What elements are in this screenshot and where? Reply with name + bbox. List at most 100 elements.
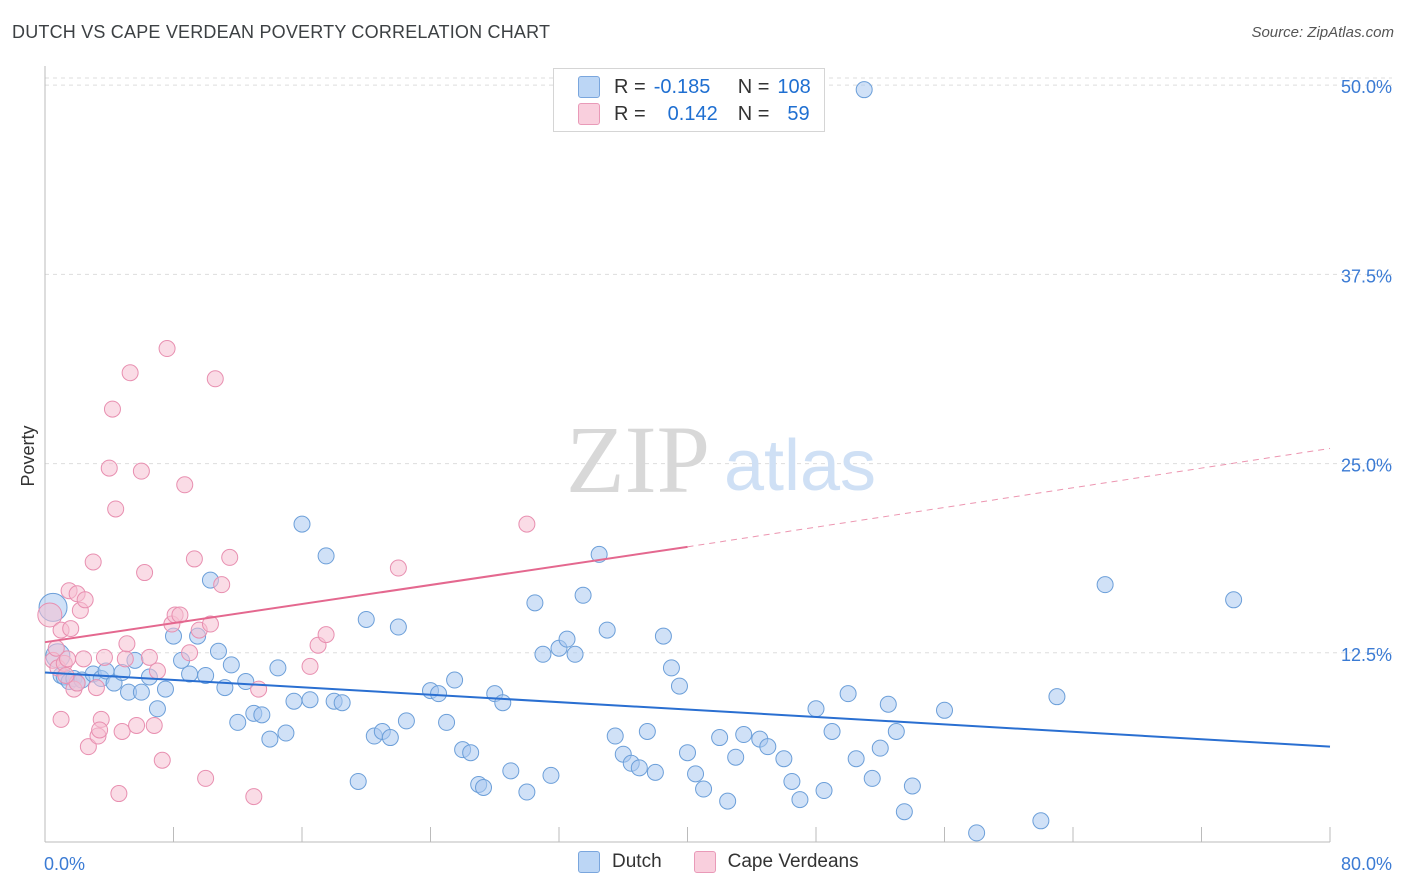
cape-verdean-point [87,679,105,697]
x-tick-label-min: 0.0% [44,854,85,874]
cape-verdean-point [136,564,154,582]
dutch-point [285,692,303,710]
tick-labels: 12.5% 25.0% 37.5% 50.0% 0.0% 80.0% [44,77,1392,874]
legend-swatch-cape-verdeans [578,103,600,125]
dutch-point [261,730,279,748]
cape-verdean-point [145,716,163,734]
legend-item-cape-verdeans[interactable]: Cape Verdeans [693,851,859,873]
trend-lines [44,447,1331,748]
dutch-point [148,700,166,718]
dutch-point [847,750,865,768]
legend-item-dutch[interactable]: Dutch [578,851,662,873]
dutch-point [679,744,696,762]
dutch-point [646,763,664,781]
cape-verdean-point [140,648,158,666]
dutch-point [317,547,335,565]
dutch-point [695,780,713,798]
legend-swatch-cape-verdeans [693,851,716,873]
dutch-point [775,750,793,768]
dutch-point [253,706,271,724]
cape-verdean-point [153,751,171,769]
legend-swatch-dutch [578,851,600,873]
legend-n-label: N = [737,75,770,98]
dutch-point [301,691,319,709]
dutch-point [711,729,729,747]
dutch-point [606,727,624,745]
dutch-trend-line [44,671,1331,748]
dutch-point [269,659,287,677]
dutch-point [229,713,247,731]
grid-lines [45,77,1392,654]
dutch-point [430,685,448,703]
cape-verdean-point [116,650,134,668]
dutch-point [438,713,456,731]
dutch-point [719,792,737,810]
axes [44,66,1331,843]
dutch-point [381,729,399,747]
cape-verdean-point [76,591,94,609]
cape-verdean-points [37,340,536,806]
dutch-point [156,680,174,698]
dutch-point [936,701,953,719]
cape-verdean-point [197,769,215,787]
dutch-point [132,683,150,701]
legend-label-cape-verdeans: Cape Verdeans [727,851,859,872]
dutch-point [687,765,705,783]
watermark-zip: ZIP [566,406,710,513]
cape-verdean-point [37,602,63,628]
dutch-point [494,694,512,712]
cape-verdean-point [201,615,219,633]
y-tick-label: 12.5% [1341,645,1392,665]
dutch-point [349,772,367,790]
dutch-point [654,627,672,645]
cape-verdean-point [317,626,335,644]
dutch-point [903,777,921,795]
dutch-point [502,762,520,780]
cape-verdean-point [206,370,224,388]
dutch-point [759,738,777,756]
cape-verdean-point [95,648,113,666]
cape-verdean-point [185,550,203,568]
dutch-point [518,783,536,801]
legend-r-label: R = [614,102,646,125]
cape-verdean-point [158,340,176,358]
dutch-point [871,739,889,757]
cape-verdean-point [301,657,319,675]
cape-verdean-point [103,400,121,418]
dutch-point [807,700,825,718]
cape-verdean-point [47,639,65,657]
dutch-point [462,744,480,762]
dutch-point [526,594,544,612]
dutch-point [783,772,801,790]
cape-verdean-point [52,710,70,728]
series-legend: Dutch Cape Verdeans [578,851,891,873]
source-label: Source: ZipAtlas.com [1251,24,1394,41]
cape-verdean-point [107,500,125,518]
legend-row-dutch: R = -0.185 N = 108 [578,74,811,100]
dutch-point [333,694,351,712]
dutch-point [968,824,986,842]
cape-verdean-point [245,788,263,806]
dutch-point [895,803,913,821]
correlation-legend: R = -0.185 N = 108 R = 0.142 N = 59 [553,68,825,132]
cape-verdean-point [213,576,231,594]
dutch-point [1096,576,1114,594]
cape-verdean-point [110,785,128,803]
legend-n-value-cape: 59 [787,102,810,125]
y-tick-label: 25.0% [1341,456,1392,476]
dutch-point [277,724,295,742]
cape-verdean-trend-extension [687,447,1331,548]
cape-verdean-point [121,364,139,382]
dutch-point [574,586,592,604]
cape-verdean-point [118,635,136,653]
cape-verdean-point [389,559,407,577]
cape-verdean-point [181,644,199,662]
cape-verdean-point [132,462,150,480]
dutch-point [630,759,648,777]
dutch-point [855,81,873,99]
watermark-atlas: atlas [724,426,876,506]
legend-label-dutch: Dutch [612,851,662,872]
dutch-point [397,712,415,730]
cape-verdean-point [113,722,131,740]
